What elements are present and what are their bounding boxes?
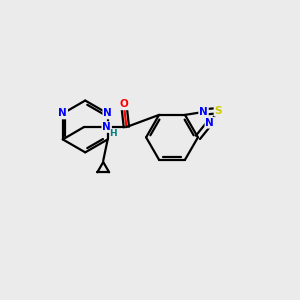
Text: N: N: [58, 109, 67, 118]
Text: H: H: [110, 129, 117, 138]
Text: S: S: [214, 106, 222, 116]
Text: N: N: [103, 109, 112, 118]
Text: N: N: [206, 118, 214, 128]
Text: O: O: [120, 99, 128, 110]
Text: N: N: [199, 107, 208, 117]
Text: N: N: [102, 122, 111, 132]
